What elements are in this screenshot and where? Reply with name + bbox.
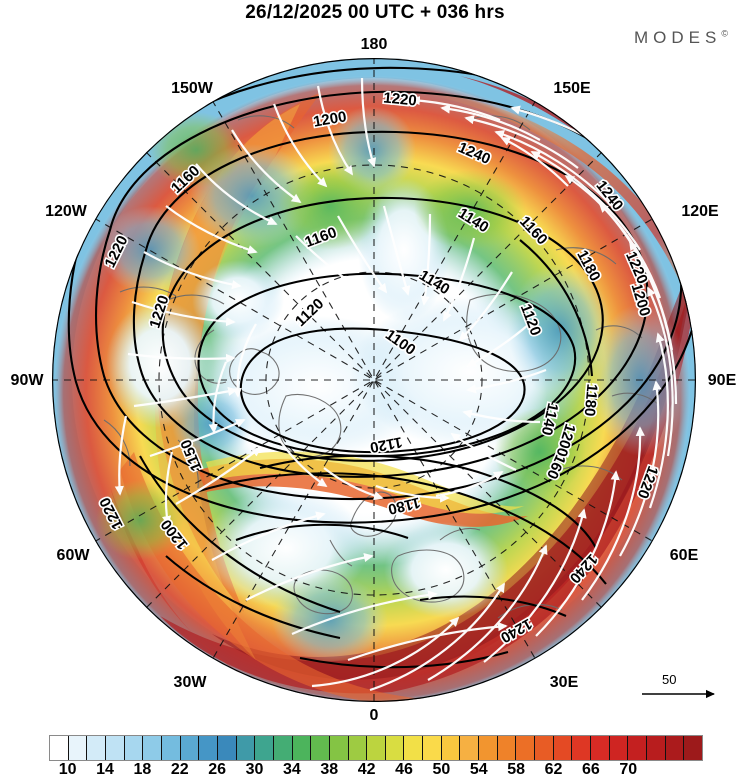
colorbar-cell (385, 736, 405, 760)
colorbar-cell (553, 736, 573, 760)
colorbar-cell (460, 736, 480, 760)
colorbar-cell (423, 736, 442, 760)
colorbar-cell (124, 736, 144, 760)
colorbar-cell (441, 736, 461, 760)
colorbar-cell (367, 736, 386, 760)
colorbar[interactable] (49, 735, 703, 761)
colorbar-tick-label: 58 (507, 761, 526, 778)
colorbar-cell (479, 736, 498, 760)
colorbar-cell (87, 736, 106, 760)
colorbar-cell (68, 736, 88, 760)
colorbar-tick-label: 22 (170, 761, 189, 778)
colorbar-cell (684, 736, 702, 760)
longitude-label-120e: 120E (681, 203, 719, 220)
reference-arrow-icon (642, 689, 715, 699)
colorbar-tick-label: 10 (58, 761, 77, 778)
longitude-label-90e: 90E (707, 372, 737, 389)
colorbar-tick-label: 42 (357, 761, 376, 778)
colorbar-cell (404, 736, 424, 760)
colorbar-tick-label: 38 (320, 761, 339, 778)
colorbar-tick-label: 66 (581, 761, 600, 778)
page-title: 26/12/2025 00 UTC + 036 hrs (245, 2, 505, 23)
colorbar-cell (591, 736, 610, 760)
colorbar-cell (628, 736, 647, 760)
colorbar-cell (665, 736, 685, 760)
longitude-label-90w: 90W (10, 372, 44, 389)
colorbar-cell (217, 736, 237, 760)
copyright-mark: © (721, 28, 728, 39)
colorbar-cell (199, 736, 218, 760)
contour-label: 1220 (383, 89, 418, 109)
longitude-label-60e: 60E (669, 547, 699, 564)
colorbar-cell (161, 736, 181, 760)
colorbar-tick-label: 50 (432, 761, 451, 778)
colorbar-cell (329, 736, 349, 760)
colorbar-cell (180, 736, 200, 760)
colorbar-cell (255, 736, 274, 760)
longitude-label-30e: 30E (549, 674, 579, 691)
contour-label: 1180 (581, 383, 601, 417)
colorbar-tick-label: 62 (544, 761, 563, 778)
colorbar-tick-label: 14 (96, 761, 114, 778)
colorbar-cell (273, 736, 293, 760)
colorbar-tick-label: 54 (469, 761, 488, 778)
reference-vector: 50 (640, 672, 730, 712)
map-field-layer (52, 58, 696, 702)
colorbar-tick-label: 34 (283, 761, 301, 778)
longitude-label-0: 0 (369, 707, 379, 724)
colorbar-cell (497, 736, 517, 760)
wind-vectors (114, 77, 678, 692)
polar-stereographic-map[interactable]: 1100 1120 1120 1120 1140 1140 1140 1150 1160 1160… (0, 0, 750, 724)
colorbar-cell (292, 736, 312, 760)
colorbar-tick-label: 70 (619, 761, 638, 778)
colorbar-tick-label: 30 (245, 761, 264, 778)
colorbar-tick-label: 46 (395, 761, 413, 778)
colorbar-cell (572, 736, 592, 760)
modes-wordmark: MODES (634, 28, 722, 47)
coastlines (103, 115, 659, 619)
colorbar-cell (143, 736, 162, 760)
colorbar-cell (311, 736, 330, 760)
longitude-label-180: 180 (360, 36, 388, 53)
colorbar-cell (348, 736, 368, 760)
colorbar-cell (50, 736, 69, 760)
colorbar-tick-label: 26 (208, 761, 227, 778)
colorbar-cell (535, 736, 554, 760)
colorbar-cell (236, 736, 256, 760)
colorbar-cell (105, 736, 125, 760)
colorbar-cell (609, 736, 629, 760)
colorbar-cell (647, 736, 666, 760)
longitude-label-150e: 150E (553, 80, 591, 97)
reference-vector-label: 50 (662, 672, 677, 687)
longitude-label-30w: 30W (173, 674, 207, 691)
longitude-label-120w: 120W (45, 203, 87, 220)
longitude-label-60w: 60W (56, 547, 90, 564)
contour-lines (67, 66, 696, 669)
longitude-label-150w: 150W (171, 80, 213, 97)
colorbar-cell (516, 736, 536, 760)
colorbar-ticks: 10 14 18 22 26 30 34 38 42 46 50 54 58 62 66 70 (49, 761, 703, 781)
modes-logo: MODES© (634, 28, 728, 48)
colorbar-tick-label: 18 (133, 761, 152, 778)
